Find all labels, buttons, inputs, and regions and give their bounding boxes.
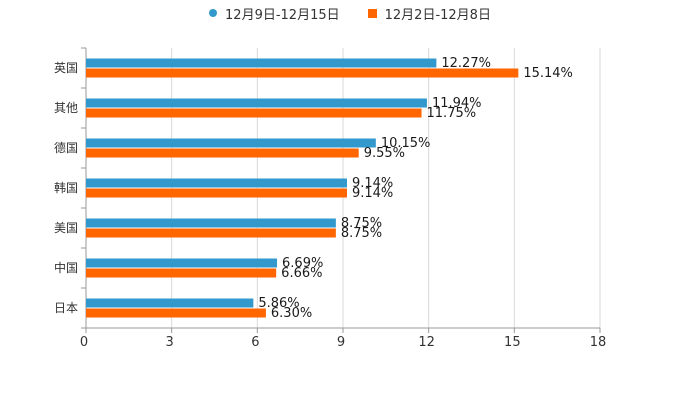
legend-label-series-1: 12月9日-12月15日: [225, 7, 340, 23]
bar-series-2[interactable]: [86, 308, 266, 318]
x-tick-label: 12: [418, 335, 435, 350]
legend-marker-series-1: [209, 9, 218, 17]
data-label-series-1: 9.14%: [352, 176, 393, 191]
x-tick-label: 9: [337, 335, 345, 350]
bar-series-2[interactable]: [86, 268, 277, 278]
bar-series-1[interactable]: [86, 58, 437, 68]
data-label-series-1: 10.15%: [381, 136, 431, 151]
bar-series-2[interactable]: [86, 108, 422, 118]
bar-series-2[interactable]: [86, 148, 359, 158]
legend-item-series-1[interactable]: 12月9日-12月15日: [209, 4, 340, 23]
bar-series-1[interactable]: [86, 298, 254, 308]
legend-label-series-2: 12月2日-12月8日: [384, 7, 491, 23]
bar-series-2[interactable]: [86, 188, 347, 198]
bar-series-2[interactable]: [86, 68, 519, 78]
bar-series-1[interactable]: [86, 258, 278, 268]
data-label-series-1: 11.94%: [432, 96, 482, 111]
legend: 12月9日-12月15日 12月2日-12月8日: [0, 4, 700, 23]
bar-series-1[interactable]: [86, 218, 336, 228]
legend-marker-series-2: [367, 8, 377, 18]
data-label-series-1: 8.75%: [341, 216, 382, 231]
data-label-series-2: 6.66%: [281, 266, 322, 281]
data-label-series-2: 15.14%: [523, 66, 573, 81]
y-tick-label: 英国: [54, 61, 78, 75]
data-label-series-2: 11.75%: [427, 106, 477, 121]
y-tick-label: 美国: [54, 221, 78, 235]
x-tick-label: 6: [251, 335, 259, 350]
bar-series-1[interactable]: [86, 178, 347, 188]
y-tick-label: 中国: [54, 260, 78, 275]
x-tick-label: 3: [166, 335, 174, 350]
data-label-series-1: 5.86%: [258, 296, 299, 311]
data-label-series-2: 9.14%: [352, 186, 393, 201]
data-label-series-1: 12.27%: [441, 56, 491, 71]
y-tick-label: 其他: [54, 101, 78, 115]
bar-series-1[interactable]: [86, 98, 427, 108]
x-tick-label: 18: [590, 335, 607, 350]
y-tick-label: 德国: [54, 140, 78, 155]
bar-series-2[interactable]: [86, 228, 336, 238]
x-tick-label: 0: [80, 335, 88, 350]
legend-item-series-2[interactable]: 12月2日-12月8日: [367, 4, 491, 23]
data-label-series-1: 6.69%: [282, 256, 323, 271]
data-label-series-2: 8.75%: [341, 226, 382, 241]
bar-series-1[interactable]: [86, 138, 376, 148]
x-tick-label: 15: [504, 335, 521, 350]
data-label-series-2: 9.55%: [364, 146, 405, 161]
data-label-series-2: 6.30%: [271, 306, 312, 321]
y-tick-label: 韩国: [54, 180, 78, 195]
y-tick-label: 日本: [54, 301, 78, 315]
